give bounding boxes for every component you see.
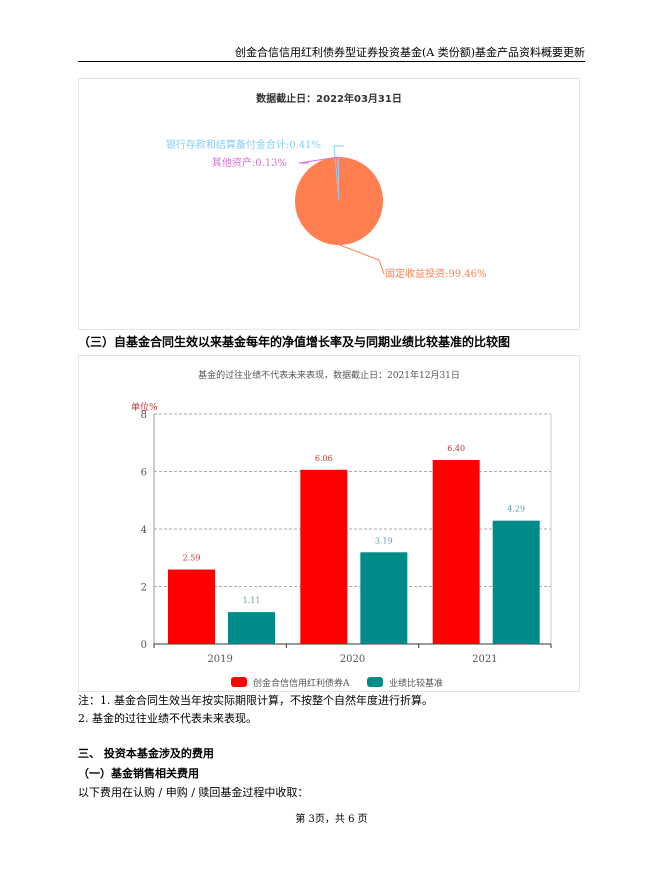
- bar-1-2019: [228, 612, 275, 644]
- y-tick-0: 0: [141, 640, 147, 651]
- note-1: 注：1. 基金合同生效当年按实际期限计算，不按整个自然年度进行折算。: [78, 694, 433, 707]
- bar-label-1-2021: 4.29: [507, 505, 525, 514]
- y-tick-6: 6: [141, 468, 147, 479]
- pie-label-line-0: [339, 244, 385, 275]
- page-header: 创金合信信用红利债券型证券投资基金(A 类份额)基金产品资料概要更新: [234, 46, 585, 59]
- pie-label-line-1: [333, 145, 344, 202]
- bar-label-0-2019: 2.59: [183, 554, 201, 563]
- pie-label-1: 银行存款和结算备付金合计:0.41%: [166, 138, 321, 151]
- pie-label-0: 固定收益投资:99.46%: [385, 267, 487, 280]
- pie-label-2: 其他资产:0.13%: [212, 156, 287, 169]
- pie-svg: 固定收益投资:99.46% 银行存款和结算备付金合计:0.41% 其他资产:0.13…: [166, 138, 487, 280]
- x-label-2021: 2021: [472, 654, 497, 665]
- note-2: 2. 基金的过往业绩不代表未来表现。: [78, 712, 257, 725]
- bar-0-2021: [432, 460, 480, 644]
- section-3-heading: 三、 投资本基金涉及的费用: [78, 747, 214, 760]
- performance-bar-chart: 基金的过往业绩不代表未来表现，数据截止日：2021年12月31日 单位% 0 2 4…: [78, 355, 580, 692]
- section-heading: （三）自基金合同生效以来基金每年的净值增长率及与同期业绩比较基准的比较图: [78, 335, 511, 349]
- x-label-2019: 2019: [207, 654, 232, 665]
- bar-title: 基金的过往业绩不代表未来表现，数据截止日：2021年12月31日: [198, 371, 460, 381]
- y-axis-unit: 单位%: [131, 403, 158, 413]
- bar-label-1-2019: 1.11: [243, 596, 261, 605]
- pie-label-line-2: [298, 156, 339, 164]
- y-tick-2: 2: [141, 583, 147, 594]
- y-tick-4: 4: [141, 525, 147, 536]
- bar-0-2019: [168, 569, 215, 644]
- page-footer: 第 3页，共 6 页: [295, 814, 368, 825]
- bar-1-2021: [492, 520, 540, 644]
- section-3-1-heading: （一）基金销售相关费用: [78, 767, 199, 780]
- pie-slice-1: [337, 157, 339, 201]
- bar-label-0-2020: 6.06: [315, 454, 333, 463]
- bar-label-1-2020: 3.19: [375, 536, 393, 545]
- legend-swatch-0: [231, 677, 247, 687]
- bar-0-2020: [300, 469, 348, 644]
- bar-1-2020: [360, 552, 408, 644]
- bar-label-0-2021: 6.40: [447, 444, 465, 453]
- legend-swatch-1: [367, 677, 383, 687]
- x-label-2020: 2020: [340, 654, 365, 665]
- legend-label-0: 创金合信信用红利债券A: [253, 677, 350, 689]
- header-divider: [78, 61, 585, 62]
- fee-intro: 以下费用在认购 / 申购 / 赎回基金过程中收取：: [78, 786, 309, 799]
- legend-label-1: 业绩比较基准: [389, 677, 443, 689]
- pie-title: 数据截止日：2022年03月31日: [256, 94, 402, 105]
- y-tick-8: 8: [141, 410, 147, 421]
- asset-allocation-pie-chart: 数据截止日：2022年03月31日 固定收益投资:99.46% 银行存款和结算备付…: [78, 78, 580, 330]
- bar-svg: 0 2 4 6 8 2019 2.59 1.11 2020 6.06 3.19 2021 6.40 4.2…: [141, 410, 552, 689]
